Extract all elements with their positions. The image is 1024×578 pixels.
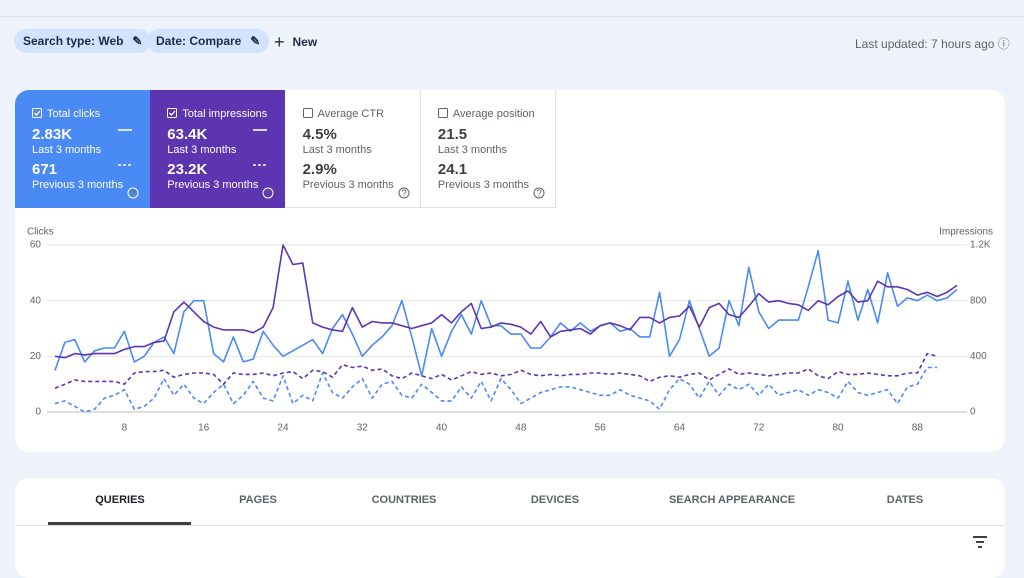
divider	[0, 16, 1024, 17]
edit-icon: ✎	[132, 34, 143, 48]
metric-prev-value: 2.9%	[302, 161, 337, 178]
metric-tile[interactable]: ? Average CTR 4.5% Last 3 months 2.9% Previou…	[285, 90, 421, 208]
tabs-card	[15, 478, 1005, 578]
tile-icons: ?	[32, 108, 139, 200]
metric-period: Last 3 months	[32, 144, 102, 156]
metric-prev-value: 671	[32, 161, 58, 178]
tab[interactable]: SEARCH APPEARANCE	[668, 494, 796, 506]
metric-prev-period: Previous 3 months	[167, 179, 259, 191]
tile-icons: ?	[302, 108, 410, 200]
tab-indicator	[48, 522, 191, 525]
metric-period: Last 3 months	[167, 144, 237, 156]
metric-period: Last 3 months	[302, 144, 372, 156]
metric-value: 21.5	[437, 126, 468, 143]
metric-period: Last 3 months	[437, 144, 507, 156]
new-label: New	[292, 35, 318, 49]
new-button[interactable]: + New	[274, 32, 318, 52]
metric-label: Total clicks	[47, 108, 101, 120]
metric-prev-value: 24.1	[437, 161, 468, 178]
filter-chip[interactable]: Date: Compare ✎	[147, 29, 270, 53]
metric-tile[interactable]: ? Total clicks 2.83K Last 3 months 671 Previo…	[15, 90, 150, 208]
chip-label: Date: Compare	[156, 34, 242, 48]
tab[interactable]: QUERIES	[95, 494, 145, 506]
edit-icon: ✎	[250, 34, 261, 48]
last-updated-text: Last updated: 7 hours ago	[855, 37, 995, 51]
tab[interactable]: DEVICES	[530, 494, 580, 506]
metric-prev-value: 23.2K	[167, 161, 208, 178]
svg-text:?: ?	[130, 189, 136, 200]
tile-icons: ?	[167, 108, 274, 200]
svg-text:?: ?	[266, 189, 272, 200]
last-updated: Last updated: 7 hours ago ⓘ	[855, 37, 1010, 51]
tab[interactable]: PAGES	[239, 494, 277, 506]
svg-text:?: ?	[536, 189, 542, 200]
tab[interactable]: DATES	[886, 494, 924, 506]
metric-tile[interactable]: ? Average position 21.5 Last 3 months 24.1 Pr…	[420, 90, 556, 208]
svg-text:?: ?	[401, 189, 407, 200]
metric-label: Average position	[452, 108, 535, 120]
metric-prev-period: Previous 3 months	[32, 179, 124, 191]
metric-tile[interactable]: ? Total impressions 63.4K Last 3 months 23.2…	[150, 90, 286, 208]
filter-icon[interactable]	[972, 535, 988, 549]
metric-label: Average CTR	[317, 108, 385, 120]
metric-label: Total impressions	[182, 108, 268, 120]
tab-divider	[15, 525, 1005, 526]
metric-value: 63.4K	[167, 126, 208, 143]
metric-prev-period: Previous 3 months	[302, 179, 394, 191]
filter-chip[interactable]: Search type: Web ✎	[14, 29, 152, 53]
page: Search type: Web ✎ Date: Compare ✎ + New La…	[0, 16, 1024, 578]
metric-value: 4.5%	[302, 126, 337, 143]
chip-label: Search type: Web	[23, 34, 124, 48]
tab[interactable]: COUNTRIES	[371, 494, 437, 506]
metric-value: 2.83K	[32, 126, 73, 143]
metric-prev-period: Previous 3 months	[437, 179, 529, 191]
tile-icons: ?	[437, 108, 545, 200]
